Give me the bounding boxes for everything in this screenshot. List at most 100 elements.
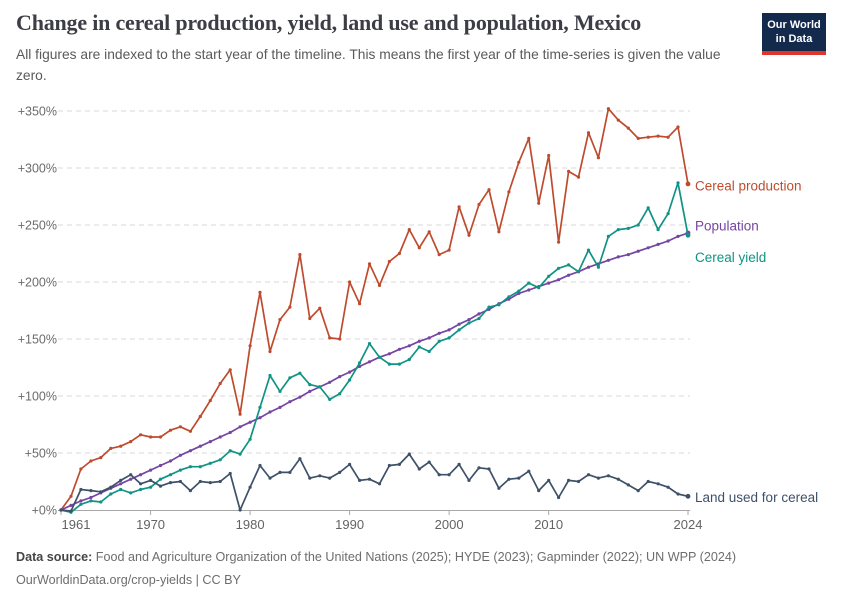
series-line-population[interactable] — [60, 232, 689, 511]
page-title: Change in cereal production, yield, land… — [16, 10, 642, 35]
series-point-cereal-production — [158, 435, 163, 439]
series-point-cereal-production — [527, 136, 531, 140]
series-point-cereal-yield — [348, 378, 352, 382]
series-point-cereal-yield — [158, 477, 163, 481]
y-axis-tick-label: +200% — [18, 276, 57, 290]
series-point-land-used-for-cereal — [258, 463, 262, 468]
series-point-cereal-yield — [109, 492, 113, 496]
owid-logo[interactable]: Our World in Data — [762, 13, 826, 55]
y-axis-tick-label: +300% — [18, 162, 57, 176]
series-point-population — [517, 291, 521, 295]
series-point-population — [338, 375, 342, 379]
footer-link-line: OurWorldinData.org/crop-yields | CC BY — [16, 572, 241, 587]
series-point-land-used-for-cereal — [89, 489, 93, 493]
series-point-population — [447, 328, 451, 332]
series-point-population — [656, 242, 660, 246]
series-point-cereal-yield — [497, 303, 501, 307]
y-axis-tick-label: +100% — [18, 390, 57, 404]
series-point-cereal-yield — [616, 228, 620, 232]
series-point-cereal-production — [178, 425, 182, 429]
series-point-land-used-for-cereal — [467, 478, 471, 482]
series-endpoint-cereal-production — [685, 181, 691, 187]
series-point-cereal-production — [198, 414, 202, 419]
series-point-cereal-production — [129, 440, 133, 444]
series-line-cereal-production[interactable] — [60, 107, 689, 511]
series-point-land-used-for-cereal — [487, 467, 491, 471]
series-point-cereal-yield — [417, 345, 421, 349]
series-point-cereal-production — [407, 228, 411, 232]
series-point-cereal-production — [586, 131, 591, 135]
series-point-population — [328, 380, 332, 384]
page-subtitle: All figures are indexed to the start yea… — [16, 47, 721, 84]
series-point-population — [268, 410, 272, 414]
series-point-land-used-for-cereal — [99, 490, 103, 494]
series-point-cereal-yield — [557, 266, 561, 270]
series-point-land-used-for-cereal — [636, 489, 640, 493]
series-point-land-used-for-cereal — [208, 481, 212, 485]
series-point-cereal-production — [318, 306, 322, 310]
data-source-label: Data source: — [16, 550, 93, 564]
series-point-cereal-yield — [576, 270, 581, 274]
series-point-cereal-yield — [218, 458, 222, 462]
series-point-cereal-yield — [248, 437, 252, 441]
series-point-land-used-for-cereal — [328, 476, 332, 480]
series-point-cereal-production — [99, 456, 103, 460]
series-point-land-used-for-cereal — [626, 483, 630, 487]
series-point-land-used-for-cereal — [387, 463, 391, 468]
series-point-land-used-for-cereal — [149, 478, 153, 482]
series-point-land-used-for-cereal — [139, 482, 143, 486]
series-point-population — [298, 395, 302, 399]
series-point-population — [527, 288, 531, 292]
series-point-population — [457, 322, 461, 326]
series-line-cereal-yield[interactable] — [60, 181, 689, 514]
series-point-land-used-for-cereal — [586, 473, 591, 477]
series-point-land-used-for-cereal — [358, 478, 362, 482]
series-label-cereal-yield[interactable]: Cereal yield — [695, 250, 766, 265]
series-point-cereal-production — [417, 246, 421, 250]
series-point-population — [119, 482, 123, 486]
series-point-cereal-production — [626, 126, 630, 130]
series-point-land-used-for-cereal — [298, 457, 302, 461]
series-point-land-used-for-cereal — [537, 489, 541, 493]
series-point-population — [288, 400, 292, 404]
series-point-cereal-yield — [457, 328, 461, 332]
series-point-cereal-yield — [149, 485, 153, 489]
series-point-cereal-yield — [447, 336, 451, 340]
series-point-cereal-production — [168, 428, 173, 432]
series-point-population — [666, 239, 670, 243]
series-point-cereal-yield — [358, 361, 362, 365]
x-axis-tick-label: 1980 — [236, 517, 265, 532]
series-point-cereal-production — [437, 253, 441, 257]
series-point-cereal-production — [278, 318, 282, 322]
series-point-population — [308, 389, 312, 393]
series-point-cereal-production — [288, 305, 292, 309]
series-point-land-used-for-cereal — [268, 476, 272, 480]
series-point-cereal-yield — [427, 349, 431, 354]
series-line-land-used-for-cereal[interactable] — [60, 453, 689, 512]
series-point-cereal-production — [477, 202, 481, 207]
series-label-population[interactable]: Population — [695, 218, 759, 233]
series-label-cereal-production[interactable]: Cereal production — [695, 178, 802, 193]
series-point-population — [567, 273, 571, 277]
series-point-land-used-for-cereal — [228, 471, 232, 476]
series-point-cereal-production — [149, 435, 153, 439]
series-point-cereal-yield — [258, 405, 262, 409]
data-source-line: Data source: Food and Agriculture Organi… — [16, 546, 836, 569]
series-point-population — [89, 495, 93, 500]
series-label-land-used-for-cereal[interactable]: Land used for cereal — [695, 490, 818, 505]
series-point-land-used-for-cereal — [527, 469, 531, 473]
series-point-land-used-for-cereal — [557, 495, 561, 500]
series-point-land-used-for-cereal — [129, 473, 133, 477]
series-point-population — [258, 416, 262, 420]
series-point-land-used-for-cereal — [646, 479, 650, 484]
series-point-population — [397, 347, 401, 351]
series-point-cereal-yield — [129, 491, 133, 495]
series-point-land-used-for-cereal — [198, 479, 202, 484]
series-point-population — [626, 253, 630, 257]
series-point-land-used-for-cereal — [666, 485, 670, 489]
series-point-population — [676, 234, 680, 238]
series-point-land-used-for-cereal — [407, 452, 411, 456]
x-axis-tick-label: 1970 — [136, 517, 165, 532]
